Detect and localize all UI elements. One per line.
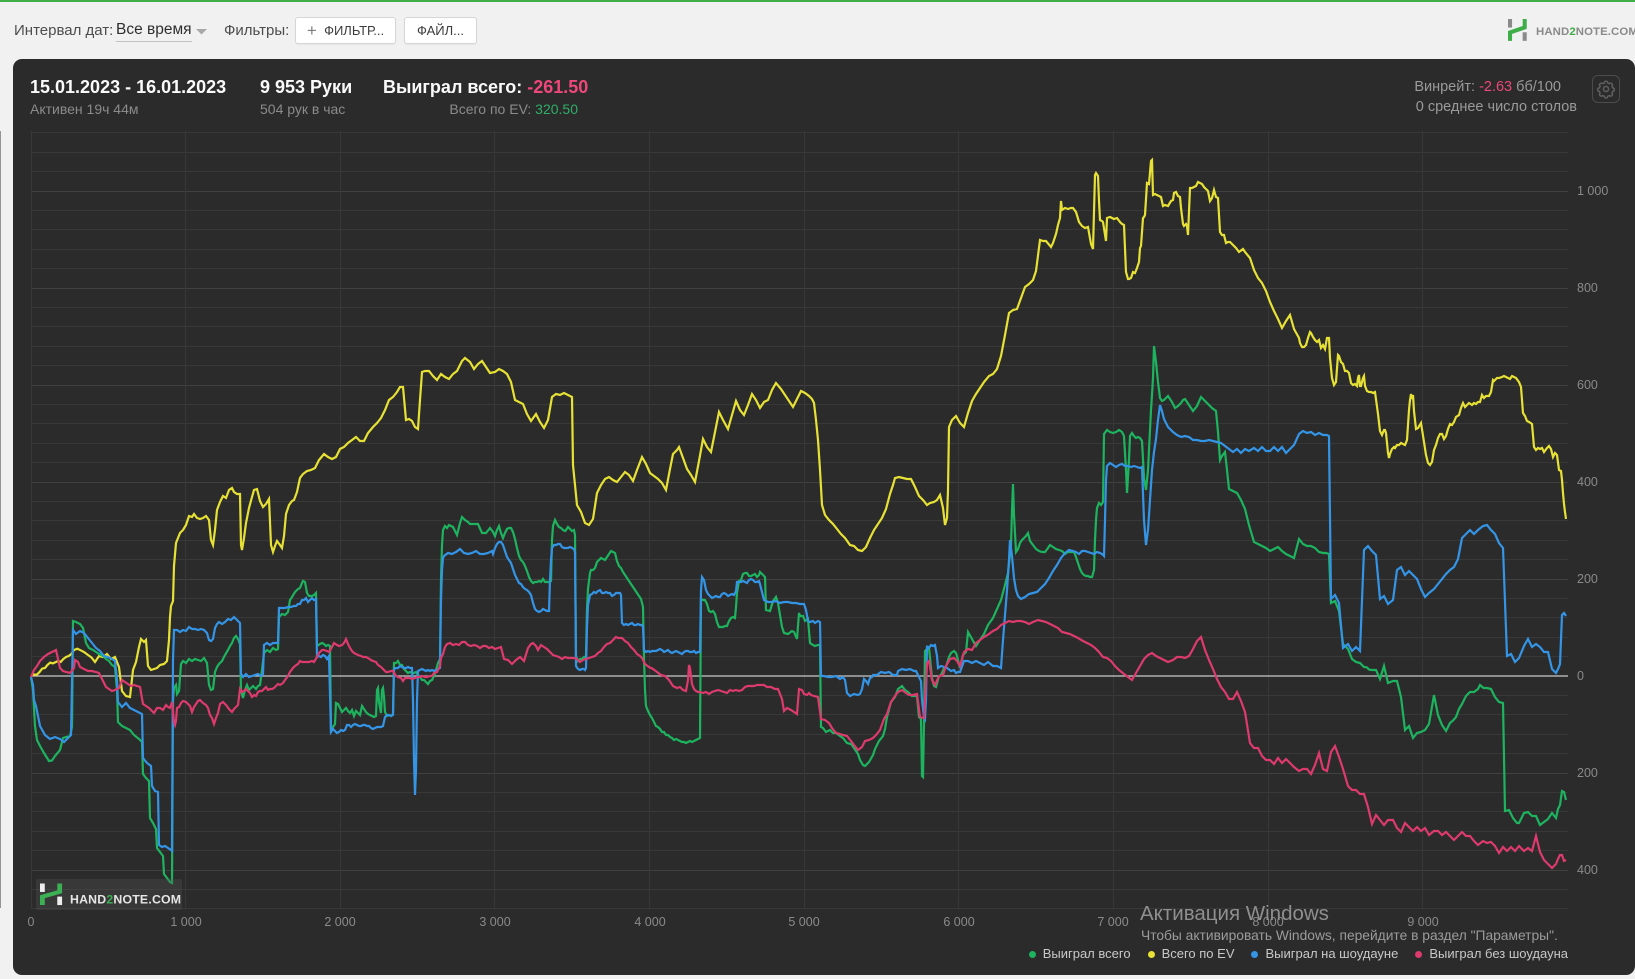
svg-text:HAND2NOTE.COM: HAND2NOTE.COM [1536,26,1635,38]
svg-text:4 000: 4 000 [634,915,665,929]
svg-text:200: 200 [1577,572,1598,586]
svg-text:HAND2NOTE.COM: HAND2NOTE.COM [70,893,181,907]
svg-text:6 000: 6 000 [943,915,974,929]
svg-text:600: 600 [1577,378,1598,392]
svg-text:1 000: 1 000 [1577,184,1608,198]
svg-text:200: 200 [1577,766,1598,780]
svg-text:2 000: 2 000 [324,915,355,929]
svg-text:1 000: 1 000 [170,915,201,929]
svg-text:5 000: 5 000 [788,915,819,929]
svg-text:0: 0 [1577,669,1584,683]
svg-text:7 000: 7 000 [1097,915,1128,929]
svg-text:400: 400 [1577,863,1598,877]
svg-text:8 000: 8 000 [1252,915,1283,929]
svg-text:0: 0 [28,915,35,929]
svg-text:3 000: 3 000 [479,915,510,929]
svg-text:800: 800 [1577,281,1598,295]
svg-text:9 000: 9 000 [1407,915,1438,929]
svg-text:400: 400 [1577,475,1598,489]
